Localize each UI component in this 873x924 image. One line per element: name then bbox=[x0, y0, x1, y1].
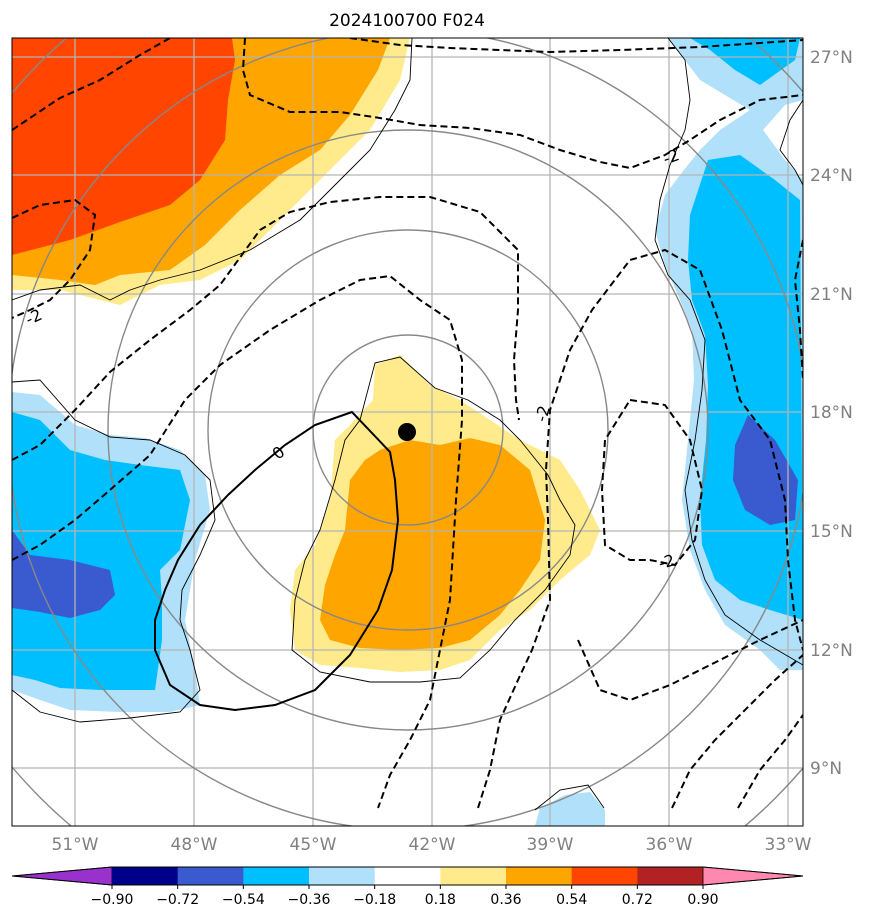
thin-contour-center bbox=[291, 356, 576, 683]
zero-contour bbox=[154, 410, 400, 712]
lon-label: 45°W bbox=[290, 835, 337, 855]
thin-contour-e bbox=[779, 99, 803, 186]
colorbar-tick-label: −0.18 bbox=[353, 892, 396, 908]
contour-label: -2 bbox=[660, 145, 681, 168]
lat-label: 27°N bbox=[810, 48, 853, 68]
colorbar-tick-label: 0.54 bbox=[556, 892, 587, 908]
contour-label: -2 bbox=[656, 550, 676, 572]
thin-contour-ne bbox=[654, 38, 803, 666]
map-title: 2024100700 F024 bbox=[329, 11, 485, 31]
shade-blue-e bbox=[733, 415, 798, 525]
longitude-labels: 51°W 48°W 45°W 42°W 39°W 36°W 33°W bbox=[52, 835, 812, 855]
colorbar-swatch bbox=[112, 867, 179, 885]
colorbar-extend-low bbox=[11, 866, 113, 886]
lat-label: 12°N bbox=[810, 641, 853, 661]
contour-label: -2 bbox=[531, 403, 553, 423]
colorbar-swatch bbox=[571, 867, 638, 885]
lat-label: 9°N bbox=[810, 759, 842, 779]
lat-label: 21°N bbox=[810, 285, 853, 305]
shading-layer bbox=[12, 38, 803, 826]
dashed-contours bbox=[12, 38, 803, 809]
range-ring bbox=[312, 334, 504, 526]
lat-label: 15°N bbox=[810, 522, 853, 542]
colorbar-swatch bbox=[637, 867, 704, 885]
dashed-contour bbox=[477, 248, 803, 809]
colorbar-swatch bbox=[243, 867, 310, 885]
colorbar-swatch bbox=[309, 867, 376, 885]
dashed-contour bbox=[793, 239, 803, 381]
lon-label: 36°W bbox=[646, 835, 693, 855]
dashed-contour bbox=[12, 38, 171, 131]
thin-contour-nw bbox=[12, 38, 413, 301]
dashed-contour bbox=[12, 196, 520, 461]
shade-cyan-ne bbox=[690, 38, 800, 85]
latitude-labels: 27°N 24°N 21°N 18°N 15°N 12°N 9°N bbox=[810, 48, 853, 779]
dashed-contour bbox=[12, 198, 97, 319]
colorbar-swatch bbox=[440, 867, 507, 885]
colorbar-swatch bbox=[506, 867, 573, 885]
dashed-contour bbox=[241, 38, 803, 170]
lat-label: 18°N bbox=[810, 403, 853, 423]
colorbar-tick-label: −0.54 bbox=[222, 892, 265, 908]
colorbar-swatch bbox=[374, 867, 441, 885]
lon-label: 48°W bbox=[171, 835, 218, 855]
colorbar-swatch bbox=[177, 867, 244, 885]
lat-label: 24°N bbox=[810, 166, 853, 186]
colorbar-tick-label: −0.72 bbox=[156, 892, 199, 908]
shade-blue-w bbox=[12, 530, 115, 618]
colorbar-tick-label: 0.90 bbox=[687, 892, 718, 908]
colorbar-tick-label: 0.36 bbox=[490, 892, 521, 908]
colorbar-tick-label: −0.36 bbox=[288, 892, 331, 908]
dashed-contour bbox=[12, 274, 463, 809]
lon-label: 42°W bbox=[409, 835, 456, 855]
thin-contour-s bbox=[534, 784, 605, 811]
map-frame bbox=[11, 37, 804, 827]
dashed-contour bbox=[600, 398, 704, 567]
colorbar-tick-label: −0.90 bbox=[91, 892, 134, 908]
dashed-contour bbox=[671, 654, 803, 809]
thin-contours bbox=[12, 38, 803, 811]
lon-label: 51°W bbox=[52, 835, 99, 855]
thin-contour-w bbox=[12, 379, 216, 723]
lon-label: 39°W bbox=[527, 835, 574, 855]
colorbar-extend-high bbox=[702, 866, 804, 886]
shade-light-blue-s bbox=[535, 792, 605, 826]
colorbar: −0.90 −0.72 −0.54 −0.36 −0.18 0.18 0.36 0.54 0.7… bbox=[11, 866, 804, 908]
dashed-contour bbox=[349, 38, 803, 54]
graticule bbox=[12, 38, 803, 826]
lon-label: 33°W bbox=[765, 835, 812, 855]
colorbar-tick-label: 0.18 bbox=[425, 892, 456, 908]
range-ring bbox=[107, 129, 709, 731]
range-ring bbox=[207, 229, 609, 631]
colorbar-tick-label: 0.72 bbox=[622, 892, 653, 908]
contour-label: -2 bbox=[22, 305, 44, 329]
storm-center-marker bbox=[398, 423, 416, 441]
